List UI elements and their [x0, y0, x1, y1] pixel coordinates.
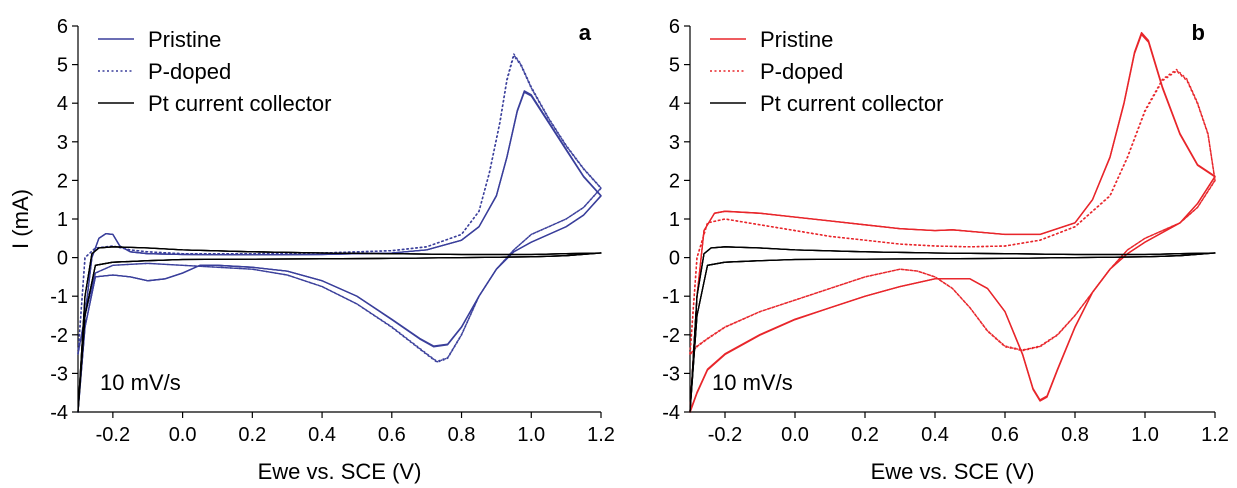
panel-label: a [579, 20, 592, 45]
series-2-cycle-2-line [77, 246, 602, 412]
y-tick-label: 2 [57, 170, 68, 192]
series-0-cycle-2-line [77, 91, 602, 412]
y-tick-label: 1 [669, 209, 680, 231]
x-tick-label: 0.8 [1061, 424, 1089, 446]
chart-panel-a: -4 -3 -2 -1 0 1 2 3 4 5 6 -0.2 0.0 0.2 0.4 0.6 0.8 1.0 1.2… [8, 16, 615, 484]
x-tick-label: 0.6 [991, 424, 1019, 446]
legend-entry: Pristine [148, 27, 221, 52]
x-tick-label: 0.0 [169, 424, 197, 446]
x-tick-label: -0.2 [96, 424, 130, 446]
scan-rate-annotation: 10 mV/s [100, 370, 181, 395]
y-tick-label: 4 [669, 93, 680, 115]
y-tick-label: 3 [57, 132, 68, 154]
y-tick-label: 0 [669, 248, 680, 270]
y-tick-label: 5 [669, 55, 680, 77]
y-tick-label: -3 [50, 363, 68, 385]
y-tick-label: 5 [57, 55, 68, 77]
series-1-cycle-0-line [689, 69, 1216, 355]
series-1-cycle-2-line [77, 55, 602, 363]
x-tick-label: 1.2 [1201, 424, 1229, 446]
series-2-cycle-2-line [689, 246, 1216, 412]
legend-entry: P-doped [760, 59, 843, 84]
y-tick-label: -1 [662, 286, 680, 308]
y-tick-label: -1 [50, 286, 68, 308]
legend-entry: P-doped [148, 59, 231, 84]
scan-rate-annotation: 10 mV/s [712, 370, 793, 395]
y-tick-label: 6 [669, 16, 680, 38]
y-tick-label: -2 [662, 325, 680, 347]
x-axis-label: Ewe vs. SCE (V) [258, 459, 422, 484]
series-0-cycle-1-line [689, 31, 1216, 413]
y-tick-label: -4 [50, 402, 68, 424]
legend-entry: Pt current collector [148, 91, 331, 116]
chart-panel-b: -4 -3 -2 -1 0 1 2 3 4 5 6 -0.2 0.0 0.2 0.4 0.6 0.8 1.0 1.2… [662, 16, 1229, 484]
x-tick-label: 0.6 [378, 424, 406, 446]
x-tick-label: 0.2 [851, 424, 879, 446]
y-tick-label: -4 [662, 402, 680, 424]
legend-entry: Pt current collector [760, 91, 943, 116]
y-axis-label: I (mA) [8, 189, 33, 249]
panel-label: b [1192, 20, 1205, 45]
x-axis-label: Ewe vs. SCE (V) [871, 459, 1035, 484]
y-tick-label: -3 [662, 363, 680, 385]
x-tick-label: 1.2 [587, 424, 615, 446]
y-tick-label: 1 [57, 209, 68, 231]
x-tick-label: 0.4 [921, 424, 949, 446]
x-tick-label: 0.4 [308, 424, 336, 446]
y-tick-label: 6 [57, 16, 68, 38]
y-tick-label: 3 [669, 132, 680, 154]
y-tick-label: 4 [57, 93, 68, 115]
legend-entry: Pristine [760, 27, 833, 52]
y-tick-label: 0 [57, 248, 68, 270]
x-tick-label: 0.0 [781, 424, 809, 446]
x-tick-label: -0.2 [708, 424, 742, 446]
x-tick-label: 1.0 [1131, 424, 1159, 446]
x-tick-label: 0.8 [448, 424, 476, 446]
y-tick-label: 2 [669, 170, 680, 192]
y-tick-label: -2 [50, 325, 68, 347]
x-tick-label: 0.2 [238, 424, 266, 446]
x-tick-label: 1.0 [517, 424, 545, 446]
